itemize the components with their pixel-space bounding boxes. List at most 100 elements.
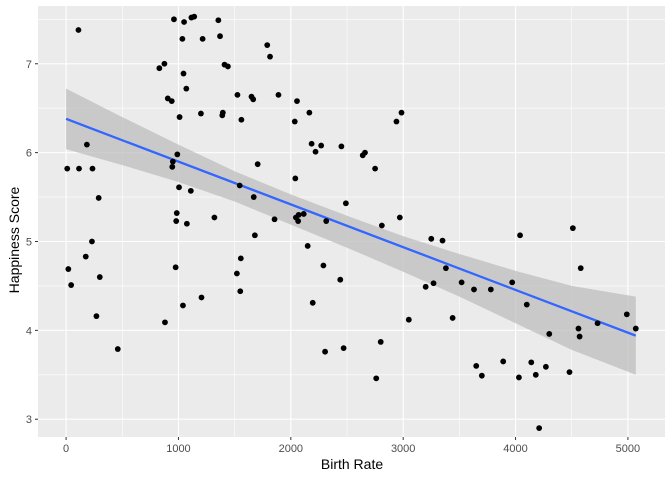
- data-point: [187, 187, 194, 194]
- data-point: [233, 270, 240, 277]
- data-point: [378, 222, 385, 229]
- y-tick-label: 7: [26, 59, 32, 71]
- data-point: [309, 299, 316, 306]
- y-tick-label: 5: [26, 236, 32, 248]
- data-point: [264, 42, 271, 48]
- data-point: [198, 294, 205, 301]
- data-point: [623, 311, 630, 318]
- data-point: [198, 110, 204, 117]
- confidence-band: [66, 88, 636, 375]
- data-point: [542, 363, 549, 370]
- data-point: [176, 184, 182, 191]
- data-point: [65, 266, 72, 272]
- data-point: [211, 214, 218, 221]
- data-point: [114, 346, 121, 352]
- data-point: [191, 13, 198, 20]
- data-point: [528, 359, 535, 366]
- data-point: [271, 216, 278, 223]
- data-point: [338, 143, 345, 150]
- data-point: [250, 194, 257, 200]
- data-point: [93, 313, 100, 320]
- data-point: [156, 65, 163, 72]
- data-point: [337, 276, 344, 283]
- y-axis-ticks: 3 4 5 6 7: [26, 59, 38, 426]
- data-point: [64, 165, 71, 172]
- data-point: [576, 333, 583, 340]
- data-point: [532, 371, 539, 378]
- data-point: [575, 325, 582, 332]
- data-point: [295, 218, 302, 224]
- y-tick-label: 6: [26, 148, 32, 160]
- data-point: [250, 96, 257, 103]
- data-point: [398, 109, 405, 116]
- data-point: [89, 165, 96, 172]
- data-point: [219, 109, 226, 116]
- data-point: [295, 211, 302, 218]
- trend-line: [65, 117, 637, 337]
- y-axis-title: Happiness Score: [6, 186, 22, 293]
- data-point: [238, 116, 245, 123]
- data-point: [523, 301, 530, 308]
- data-point: [251, 232, 258, 239]
- data-point: [516, 374, 522, 381]
- data-point: [173, 218, 180, 224]
- data-point: [577, 265, 584, 272]
- data-point: [372, 165, 378, 172]
- data-point: [320, 262, 327, 269]
- data-point: [181, 19, 187, 25]
- data-point: [237, 288, 244, 295]
- data-point: [306, 109, 313, 116]
- data-point: [169, 163, 176, 170]
- data-point: [176, 114, 183, 120]
- data-point: [536, 425, 543, 432]
- data-point: [323, 218, 330, 224]
- data-point: [509, 279, 516, 286]
- data-point: [89, 238, 95, 245]
- data-point: [312, 148, 319, 155]
- y-tick-label: 4: [26, 325, 32, 337]
- data-point: [396, 214, 403, 221]
- data-point: [473, 363, 480, 369]
- data-point: [236, 182, 243, 189]
- data-point: [68, 282, 75, 288]
- data-point: [82, 253, 89, 260]
- data-point: [342, 200, 349, 207]
- data-point: [373, 375, 380, 382]
- confidence-band-layer: [66, 88, 636, 375]
- data-point: [362, 149, 368, 156]
- data-point: [292, 175, 299, 182]
- data-point: [340, 345, 347, 352]
- data-point: [405, 316, 412, 323]
- data-point: [75, 27, 82, 33]
- data-point: [267, 53, 273, 60]
- data-point: [546, 331, 553, 337]
- data-point: [442, 265, 449, 272]
- data-point: [172, 264, 179, 271]
- data-point: [377, 339, 384, 345]
- data-point: [500, 358, 507, 365]
- data-point: [173, 210, 180, 216]
- data-point: [304, 243, 311, 249]
- data-point: [422, 283, 429, 290]
- data-point: [449, 315, 456, 321]
- data-point: [318, 142, 325, 149]
- data-point: [237, 255, 244, 262]
- data-point: [300, 211, 307, 217]
- data-point: [199, 35, 206, 42]
- x-axis-ticks: 0 1000 2000 3000 4000 5000: [63, 437, 640, 455]
- data-point: [439, 237, 446, 244]
- data-point: [632, 325, 639, 332]
- data-point: [393, 118, 400, 125]
- data-point: [471, 286, 477, 293]
- data-point: [294, 98, 300, 104]
- data-point: [566, 369, 573, 376]
- x-tick-label: 2000: [279, 443, 303, 455]
- data-point: [95, 195, 102, 201]
- data-point: [161, 60, 168, 67]
- data-point: [322, 348, 328, 355]
- data-point: [162, 319, 168, 326]
- data-point: [517, 232, 523, 239]
- data-point: [217, 33, 223, 40]
- data-points: [64, 13, 639, 432]
